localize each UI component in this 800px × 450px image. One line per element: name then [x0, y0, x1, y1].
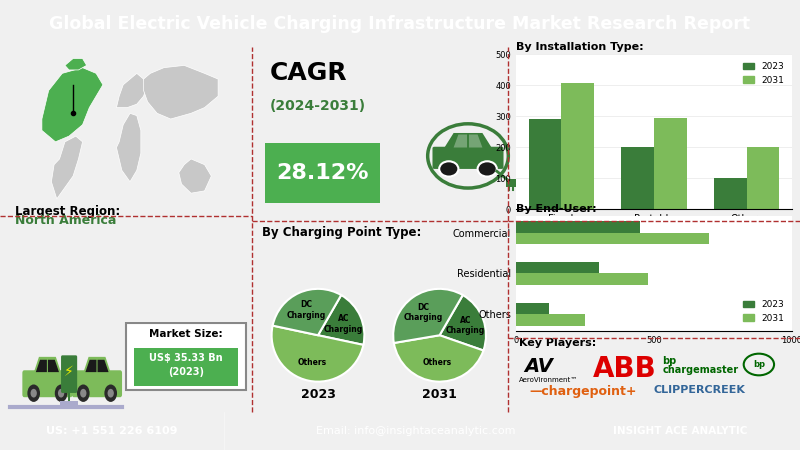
Text: AV: AV — [524, 356, 553, 376]
Wedge shape — [394, 335, 483, 382]
Text: bp: bp — [662, 356, 677, 366]
Bar — [714, 178, 747, 209]
Polygon shape — [83, 357, 110, 373]
Wedge shape — [273, 289, 341, 335]
Text: Largest Region:: Largest Region: — [14, 205, 120, 218]
Polygon shape — [36, 360, 47, 372]
Bar — [529, 119, 561, 209]
Text: ⚡: ⚡ — [64, 365, 74, 379]
Bar — [516, 221, 640, 233]
Polygon shape — [469, 135, 482, 148]
Polygon shape — [48, 360, 59, 372]
Text: DC
Charging: DC Charging — [287, 300, 326, 320]
Wedge shape — [318, 295, 364, 345]
FancyBboxPatch shape — [22, 370, 73, 397]
Text: AC
Charging: AC Charging — [446, 316, 486, 335]
Text: By Installation Type:: By Installation Type: — [516, 42, 644, 52]
Circle shape — [77, 384, 90, 402]
Circle shape — [80, 389, 86, 397]
Text: 2031: 2031 — [422, 388, 457, 401]
Text: Email: info@insightaceanalytic.com: Email: info@insightaceanalytic.com — [316, 426, 516, 436]
Polygon shape — [65, 58, 86, 70]
Polygon shape — [117, 73, 146, 108]
Legend: 2023, 2031: 2023, 2031 — [739, 297, 787, 326]
Text: INSIGHT ACE ANALYTIC: INSIGHT ACE ANALYTIC — [613, 426, 747, 436]
Wedge shape — [440, 295, 486, 351]
Bar — [516, 314, 585, 325]
Text: Market Size:: Market Size: — [149, 329, 223, 339]
Circle shape — [478, 161, 497, 176]
Polygon shape — [98, 360, 109, 372]
Circle shape — [58, 389, 64, 397]
Bar — [60, 401, 78, 407]
Circle shape — [107, 389, 114, 397]
Bar — [622, 147, 654, 209]
Circle shape — [27, 384, 40, 402]
Text: bp: bp — [753, 360, 765, 369]
FancyBboxPatch shape — [134, 347, 238, 386]
Text: By Charging Point Type:: By Charging Point Type: — [262, 226, 422, 239]
Bar — [561, 84, 594, 209]
Bar — [68, 390, 70, 403]
Circle shape — [104, 384, 117, 402]
Text: ABB: ABB — [594, 355, 657, 382]
Bar — [654, 117, 686, 209]
Text: Others: Others — [298, 358, 326, 367]
Text: —chargepoint+: —chargepoint+ — [530, 385, 638, 398]
Text: AeroVironment™: AeroVironment™ — [518, 377, 578, 383]
Text: AC
Charging: AC Charging — [324, 314, 363, 333]
Legend: 2023, 2031: 2023, 2031 — [739, 58, 787, 88]
FancyBboxPatch shape — [61, 356, 77, 393]
Polygon shape — [454, 135, 467, 148]
FancyBboxPatch shape — [126, 323, 246, 390]
Bar — [516, 274, 649, 285]
Bar — [516, 262, 598, 273]
Circle shape — [30, 389, 37, 397]
Polygon shape — [117, 113, 141, 182]
Polygon shape — [444, 133, 492, 148]
Circle shape — [54, 384, 67, 402]
Polygon shape — [179, 159, 211, 193]
Text: Key Players:: Key Players: — [518, 338, 596, 348]
Wedge shape — [272, 326, 363, 382]
Text: North America: North America — [14, 214, 116, 227]
Text: CAGR: CAGR — [270, 61, 347, 85]
Polygon shape — [42, 68, 103, 142]
FancyBboxPatch shape — [265, 143, 380, 203]
Text: 28.12%: 28.12% — [276, 163, 369, 183]
Text: chargemaster: chargemaster — [662, 365, 738, 375]
Text: US$ 35.33 Bn
(2023): US$ 35.33 Bn (2023) — [149, 353, 223, 377]
Text: US: +1 551 226 6109: US: +1 551 226 6109 — [46, 426, 178, 436]
Text: Others: Others — [422, 359, 452, 368]
Polygon shape — [51, 136, 82, 199]
Text: 2023: 2023 — [301, 388, 335, 401]
Circle shape — [439, 161, 458, 176]
Text: (2024-2031): (2024-2031) — [270, 99, 366, 113]
FancyBboxPatch shape — [72, 370, 122, 397]
Text: DC
Charging: DC Charging — [404, 303, 443, 322]
Polygon shape — [34, 357, 61, 373]
FancyBboxPatch shape — [433, 147, 503, 169]
Polygon shape — [506, 179, 516, 186]
Polygon shape — [86, 360, 97, 372]
Text: Global Electric Vehicle Charging Infrastructure Market Research Report: Global Electric Vehicle Charging Infrast… — [50, 14, 750, 33]
Bar — [516, 303, 549, 314]
Wedge shape — [394, 289, 462, 343]
Bar — [516, 233, 710, 244]
Text: CLIPPERCREEK: CLIPPERCREEK — [654, 385, 746, 395]
Polygon shape — [143, 65, 218, 119]
Text: By End-User:: By End-User: — [516, 204, 597, 214]
Bar — [747, 147, 779, 209]
